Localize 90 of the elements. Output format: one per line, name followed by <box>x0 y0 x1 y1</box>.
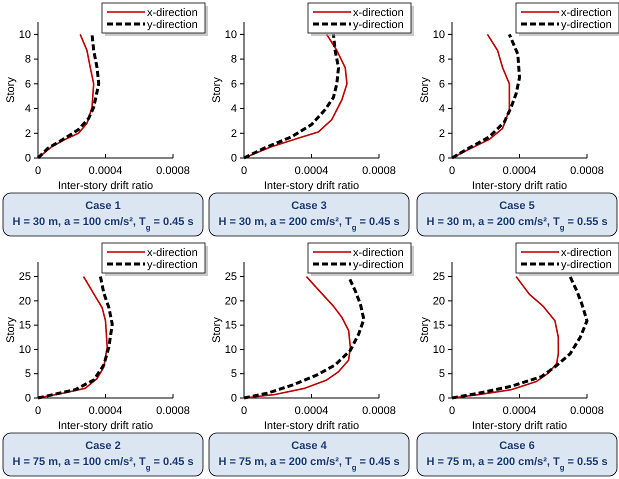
legend-label: x-direction <box>561 7 612 19</box>
x-tick-label: 0.0004 <box>294 164 328 177</box>
legend-label: x-direction <box>561 247 612 259</box>
x-tick-label: 0.0004 <box>294 404 328 417</box>
legend-label: y-direction <box>561 19 612 31</box>
y-tick-label: 10 <box>224 28 237 41</box>
y-tick-label: 10 <box>432 28 445 41</box>
x-axis-title: Inter-story drift ratio <box>472 180 568 192</box>
x-tick-label: 0.0008 <box>570 404 604 417</box>
text: Case 3 <box>291 200 327 212</box>
y-axis-title: Story <box>419 316 431 343</box>
x-tick-label: 0 <box>448 404 456 417</box>
legend-label: x-direction <box>353 7 404 19</box>
y-tick-label: 4 <box>438 103 445 116</box>
x-tick-label: 0.0008 <box>156 164 190 177</box>
x-tick-label: 0 <box>240 164 248 177</box>
y-tick-label: 6 <box>230 78 237 90</box>
y-tick-label: 5 <box>438 368 445 380</box>
y-tick-label: 20 <box>432 295 445 308</box>
y-tick-label: 25 <box>432 271 445 284</box>
y-tick-label: 20 <box>18 295 31 308</box>
legend-label: x-direction <box>353 247 404 259</box>
x-tick-label: 0.0004 <box>502 404 536 417</box>
y-tick-label: 5 <box>24 368 31 380</box>
y-tick-label: 10 <box>18 28 31 41</box>
x-tick-label: 0 <box>34 164 42 177</box>
y-tick-label: 10 <box>224 344 237 356</box>
x-axis-title: Inter-story drift ratio <box>472 420 568 432</box>
y-tick-label: 15 <box>432 320 445 332</box>
legend-label: y-direction <box>353 19 404 31</box>
text: H = 75 m, a = 200 cm/s², T$_{g}$ = 0.55 s <box>426 456 608 472</box>
y-tick-label: 0 <box>24 392 31 405</box>
text: H = 30 m, a = 100 cm/s², T$_{g}$ = 0.45 s <box>12 216 194 232</box>
text: H = 30 m, a = 200 cm/s², T$_{g}$ = 0.55 s <box>426 216 608 232</box>
y-tick-label: 25 <box>224 271 237 284</box>
text: H = 30 m, a = 200 cm/s², T$_{g}$ = 0.45 s <box>218 216 400 232</box>
y-tick-label: 8 <box>24 54 31 66</box>
y-tick-label: 0 <box>230 392 237 405</box>
x-tick-label: 0.0008 <box>362 164 396 177</box>
y-axis-title: Story <box>419 76 431 103</box>
y-tick-label: 15 <box>18 320 31 332</box>
y-axis-title: Story <box>5 76 17 103</box>
y-tick-label: 6 <box>438 78 445 90</box>
x-axis-title: Inter-story drift ratio <box>264 420 360 432</box>
legend-label: y-direction <box>561 259 612 271</box>
y-tick-label: 2 <box>230 128 237 140</box>
x-tick-label: 0.0008 <box>362 404 396 417</box>
y-tick-label: 20 <box>224 295 237 308</box>
y-tick-label: 5 <box>230 368 237 380</box>
x-tick-label: 0.0008 <box>156 404 190 417</box>
x-axis-title: Inter-story drift ratio <box>264 180 360 192</box>
text: Case 6 <box>499 440 535 452</box>
y-tick-label: 0 <box>230 152 237 165</box>
text: Case 5 <box>499 200 535 212</box>
x-tick-label: 0.0004 <box>88 404 122 417</box>
y-tick-label: 4 <box>230 103 237 116</box>
y-tick-label: 4 <box>24 103 31 116</box>
x-tick-label: 0 <box>448 164 456 177</box>
x-tick-label: 0 <box>34 404 42 417</box>
x-axis-title: Inter-story drift ratio <box>58 180 154 192</box>
text: Case 4 <box>291 440 328 452</box>
y-tick-label: 0 <box>24 152 31 165</box>
legend-label: y-direction <box>147 259 198 271</box>
y-tick-label: 25 <box>18 271 31 284</box>
y-tick-label: 10 <box>432 344 445 356</box>
y-tick-label: 2 <box>438 128 445 140</box>
legend-label: y-direction <box>353 259 404 271</box>
x-tick-label: 0 <box>240 404 248 417</box>
x-tick-label: 0.0008 <box>570 164 604 177</box>
x-tick-label: 0.0004 <box>88 164 122 177</box>
y-tick-label: 8 <box>438 54 445 66</box>
y-axis-title: Story <box>5 316 17 343</box>
x-axis-title: Inter-story drift ratio <box>58 420 154 432</box>
text: H = 75 m, a = 200 cm/s², T$_{g}$ = 0.45 s <box>218 456 400 472</box>
x-tick-label: 0.0004 <box>502 164 536 177</box>
y-tick-label: 6 <box>24 78 31 90</box>
y-tick-label: 15 <box>224 320 237 332</box>
y-tick-label: 0 <box>438 392 445 405</box>
y-axis-title: Story <box>211 76 223 103</box>
y-tick-label: 0 <box>438 152 445 165</box>
text: Case 1 <box>85 200 121 212</box>
y-axis-title: Story <box>211 316 223 343</box>
legend-label: x-direction <box>147 7 198 19</box>
legend-label: y-direction <box>147 19 198 31</box>
text: Case 2 <box>85 440 121 452</box>
y-tick-label: 8 <box>230 54 237 66</box>
y-tick-label: 10 <box>18 344 31 356</box>
y-tick-label: 2 <box>24 128 31 140</box>
legend-label: x-direction <box>147 247 198 259</box>
text: H = 75 m, a = 100 cm/s², T$_{g}$ = 0.45 s <box>12 456 194 472</box>
